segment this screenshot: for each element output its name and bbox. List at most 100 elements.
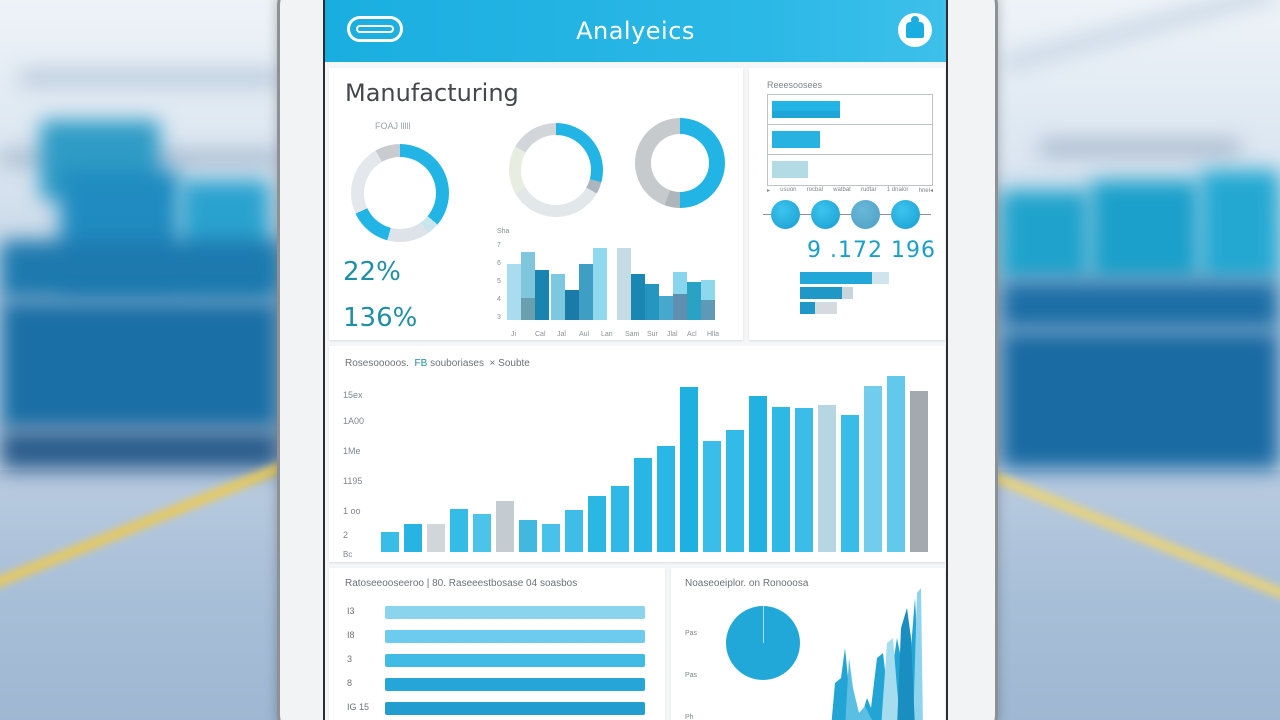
panel-title: Ratoseeooseeroo | 80. Raseeestbosase 04 … [345, 578, 578, 589]
bar[interactable] [450, 509, 468, 552]
bar[interactable] [535, 270, 549, 320]
bar[interactable] [593, 248, 607, 320]
machine [1000, 280, 1280, 330]
bar[interactable] [473, 514, 491, 552]
donut-chart-3[interactable] [635, 118, 725, 208]
donut-label: FOAJ lllll [375, 121, 411, 131]
bar[interactable] [749, 396, 767, 552]
kpi-value-2: 136% [343, 303, 418, 333]
bar[interactable] [404, 524, 422, 552]
bar[interactable] [519, 520, 537, 552]
bar[interactable] [634, 458, 652, 552]
machine [1090, 180, 1200, 280]
kpi-value-1: 22% [343, 257, 401, 287]
progress-row: 8 [347, 678, 647, 692]
big-number: 9 .172 196 [807, 238, 936, 263]
horizontal-progress-panel: Ratoseeooseeroo | 80. Raseeestbosase 04 … [329, 568, 665, 720]
bar[interactable] [542, 524, 560, 552]
machine [0, 240, 280, 300]
machine-base [0, 430, 280, 470]
progress-bar [800, 302, 837, 314]
timeline-line [763, 214, 931, 215]
bar[interactable] [887, 376, 905, 552]
bar[interactable] [427, 524, 445, 552]
bar[interactable] [565, 510, 583, 552]
progress-bar[interactable] [385, 654, 645, 667]
timeline-node[interactable] [851, 200, 880, 229]
progress-row: 3 [347, 654, 647, 668]
ceiling-beam [20, 70, 280, 86]
bar-overlay [521, 298, 535, 320]
hbar[interactable] [772, 161, 808, 178]
progress-row: I3 [347, 606, 647, 620]
bar[interactable] [818, 405, 836, 552]
bar[interactable] [687, 282, 701, 320]
panel-title: Reeesoosees [767, 80, 823, 90]
menu-icon [356, 25, 394, 33]
progress-bar[interactable] [385, 630, 645, 643]
bar[interactable] [657, 446, 675, 552]
bar[interactable] [579, 264, 593, 320]
chart-legend: Rosesooooos. FB souboriases × Soubte [345, 358, 530, 369]
hbar-row [768, 95, 932, 125]
bar[interactable] [631, 274, 645, 320]
bar-chart [381, 366, 933, 552]
mini-bar-chart: Sha 7 6 5 4 3 Ji Cal Jal [497, 228, 720, 338]
app-header: Analyeics [325, 0, 946, 62]
bar-overlay [673, 294, 687, 320]
profile-button[interactable] [898, 13, 932, 47]
horizontal-bar-chart [767, 94, 933, 186]
hbar-axis: ▸ usuon rocbal watbat rudtar 1 dnalor hn… [767, 187, 933, 194]
bar[interactable] [659, 296, 673, 320]
progress-bar[interactable] [385, 702, 645, 715]
timeline-node[interactable] [891, 200, 920, 229]
bar[interactable] [795, 408, 813, 552]
pie-chart[interactable] [726, 606, 800, 680]
bar[interactable] [551, 274, 565, 320]
bar[interactable] [645, 284, 659, 320]
timeline-node[interactable] [771, 200, 800, 229]
main-bar-chart-panel: Rosesooooos. FB souboriases × Soubte 15e… [329, 346, 945, 562]
donut-chart-1[interactable] [351, 144, 449, 242]
bar[interactable] [507, 264, 521, 320]
section-title: Manufacturing [345, 79, 519, 107]
bar[interactable] [617, 248, 631, 320]
area-chart[interactable] [831, 588, 931, 720]
bar[interactable] [496, 501, 514, 552]
menu-button[interactable] [347, 16, 403, 42]
panel-title: Noaseoeiplor. on Ronooosa [685, 578, 809, 589]
machine [0, 300, 280, 430]
bar[interactable] [864, 386, 882, 552]
machine [1000, 190, 1090, 280]
pie-area-panel: Noaseoeiplor. on Ronooosa Pas Pas Ph [671, 568, 945, 720]
bar[interactable] [680, 387, 698, 552]
machine [1000, 330, 1280, 470]
hbar-row [768, 125, 932, 155]
app-title: Analyeics [576, 17, 695, 45]
timeline-node[interactable] [811, 200, 840, 229]
bar-overlay [701, 300, 715, 320]
bar[interactable] [910, 391, 928, 552]
resources-panel: Reeesoosees ▸ usuon rocbal watbat rudtar… [749, 68, 945, 340]
bar[interactable] [772, 407, 790, 552]
bar[interactable] [611, 486, 629, 552]
user-icon [906, 16, 924, 38]
progress-bar[interactable] [385, 678, 645, 691]
manufacturing-panel: Manufacturing FOAJ lllll 22% 136% Sha 7 … [329, 68, 743, 340]
ceiling-beam [1040, 140, 1240, 156]
bar[interactable] [841, 415, 859, 552]
machine [1200, 170, 1280, 280]
progress-row: I8 [347, 630, 647, 644]
hbar[interactable] [772, 101, 840, 118]
hbar-row [768, 155, 932, 185]
bar[interactable] [726, 430, 744, 552]
progress-bar [800, 287, 853, 299]
bar[interactable] [565, 290, 579, 320]
progress-bar[interactable] [385, 606, 645, 619]
bar[interactable] [588, 496, 606, 552]
bar[interactable] [381, 532, 399, 552]
bar[interactable] [703, 441, 721, 552]
progress-row: IG 15 [347, 702, 647, 716]
hbar[interactable] [772, 131, 820, 148]
donut-chart-2[interactable] [509, 123, 603, 217]
